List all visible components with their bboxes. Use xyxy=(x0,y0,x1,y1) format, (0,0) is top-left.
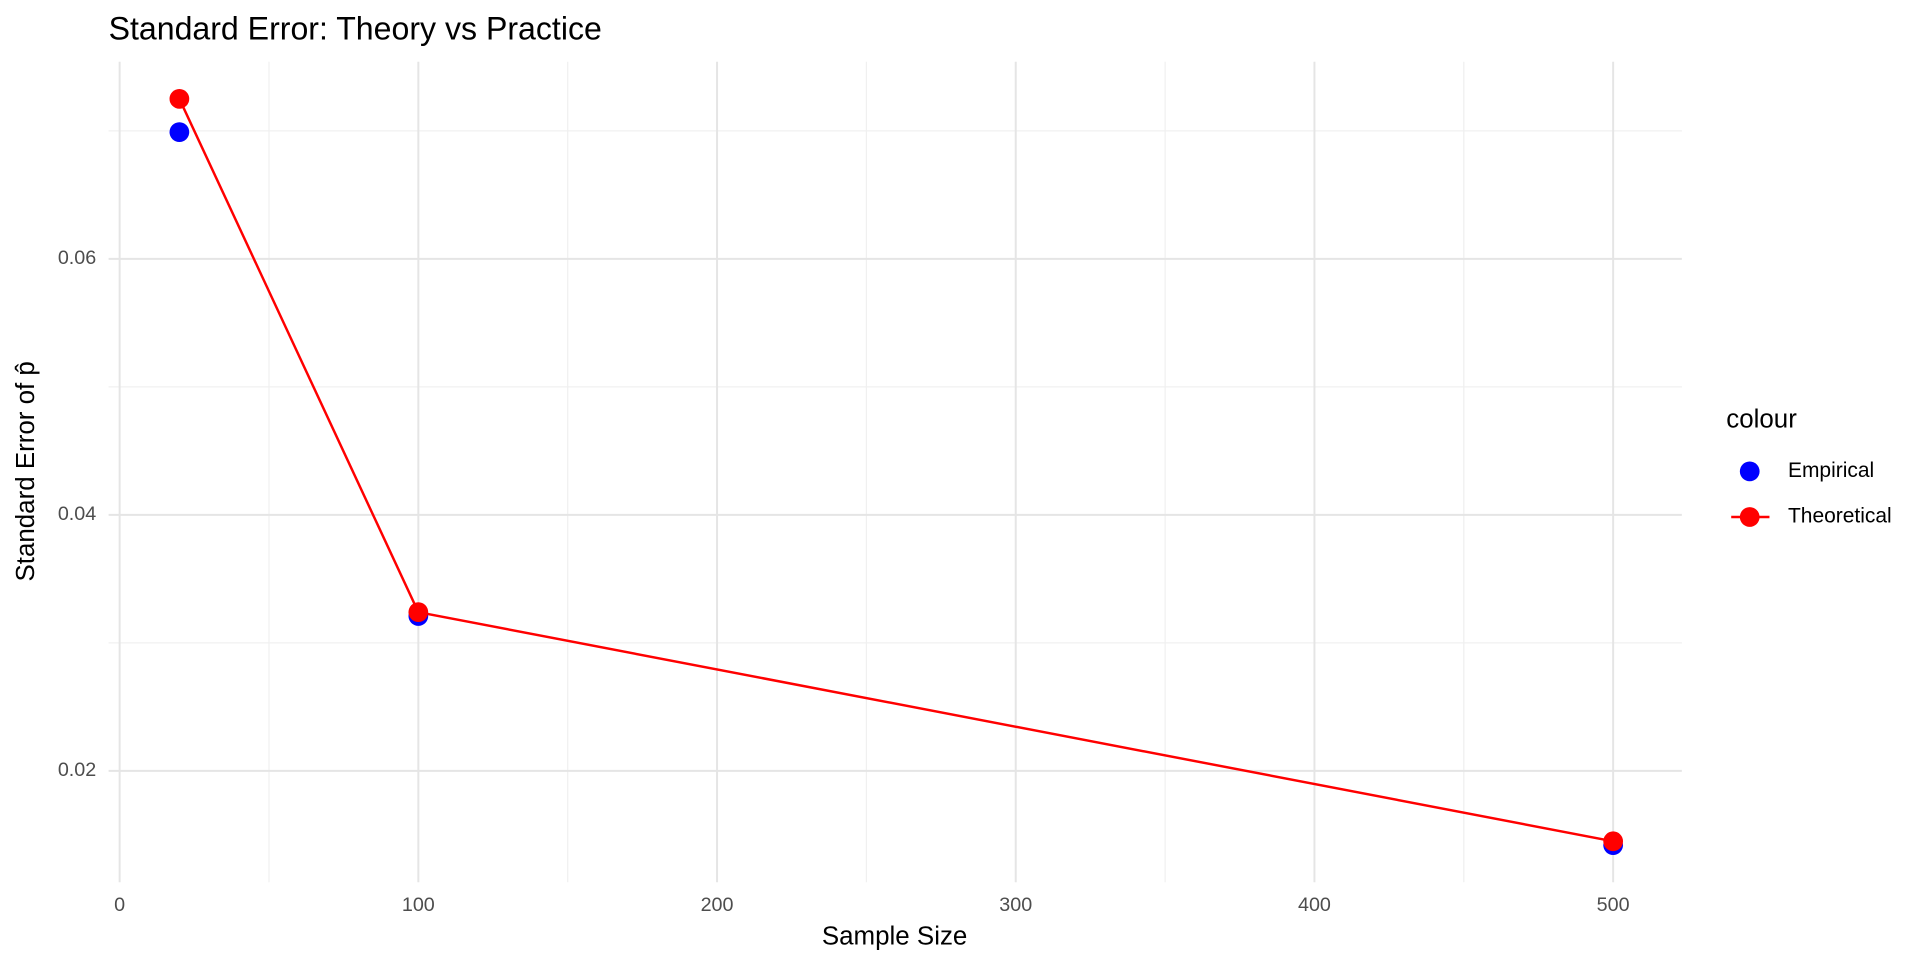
legend-label: Theoretical xyxy=(1788,505,1892,528)
point xyxy=(169,88,190,109)
y-tick-label: 0.06 xyxy=(58,247,96,269)
legend-marker xyxy=(1739,461,1760,482)
x-axis-title: Sample Size xyxy=(822,923,967,951)
x-tick-label: 200 xyxy=(701,894,734,916)
x-tick-label: 0 xyxy=(114,894,125,916)
x-tick-label: 300 xyxy=(999,894,1032,916)
x-tick-label: 100 xyxy=(402,894,435,916)
legend-label: Empirical xyxy=(1788,459,1874,482)
legend-title: colour xyxy=(1726,406,1797,434)
x-tick-label: 500 xyxy=(1597,894,1630,916)
y-tick-label: 0.04 xyxy=(58,503,96,525)
legend-marker xyxy=(1739,507,1760,527)
x-tick-label: 400 xyxy=(1298,894,1331,916)
point xyxy=(169,122,190,142)
point xyxy=(408,602,429,623)
point xyxy=(1603,831,1624,852)
chart-title: Standard Error: Theory vs Practice xyxy=(109,10,602,46)
y-tick-label: 0.02 xyxy=(58,759,96,781)
y-axis-title: Standard Error of p̂ xyxy=(12,361,40,581)
series-line xyxy=(178,98,1614,843)
